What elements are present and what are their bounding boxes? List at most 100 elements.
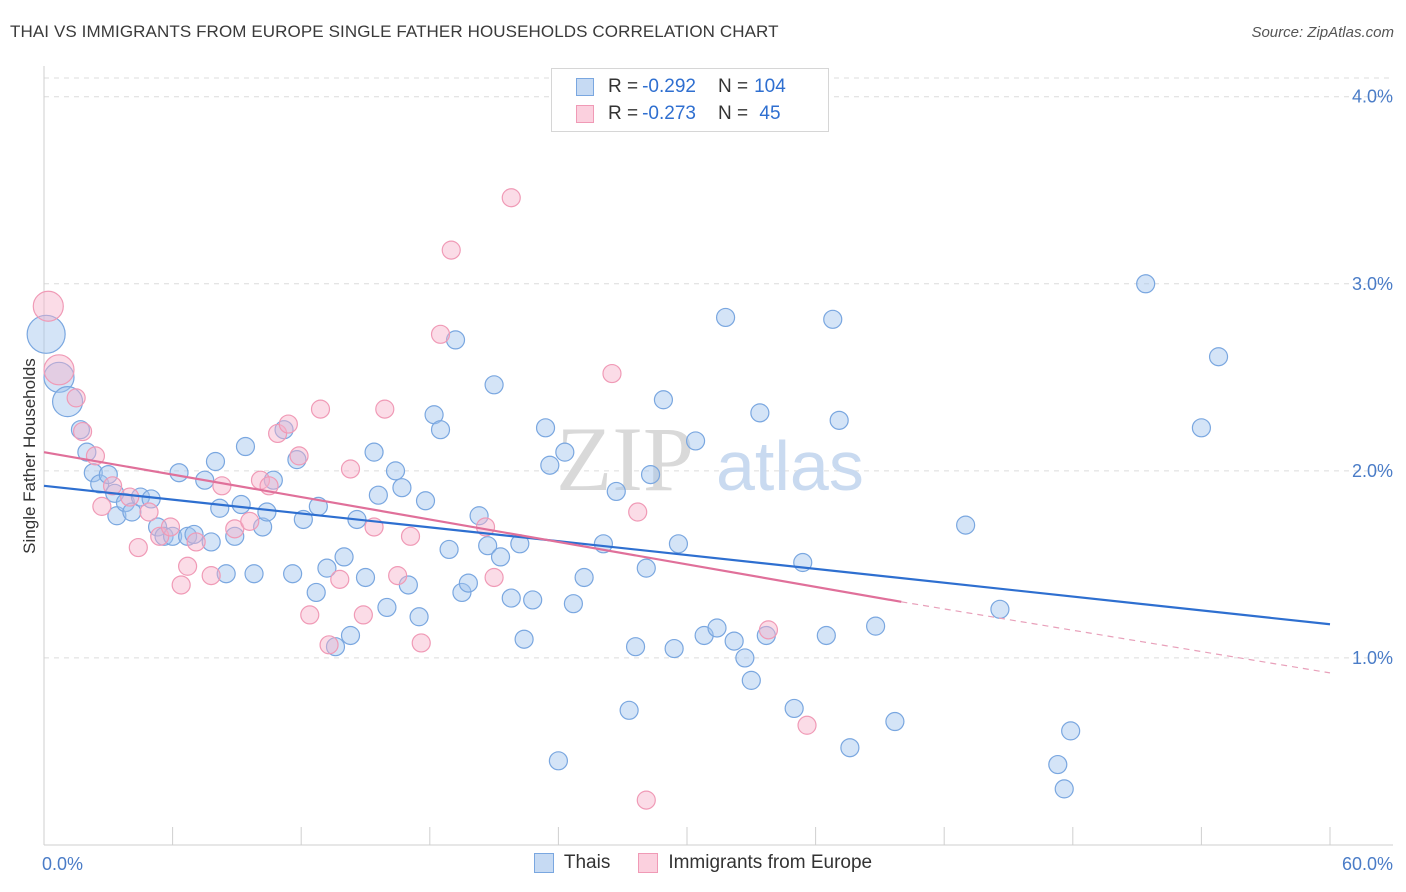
thais-point xyxy=(98,464,118,485)
europe-point xyxy=(319,635,339,655)
thais-point xyxy=(445,330,466,350)
thais-point xyxy=(231,494,251,515)
europe-point xyxy=(501,188,521,208)
europe-point xyxy=(128,537,148,558)
europe-point xyxy=(201,566,221,586)
thais-point xyxy=(283,564,303,584)
thais-point xyxy=(26,314,66,354)
y-tick-label: 2.0% xyxy=(1352,461,1393,481)
thais-point xyxy=(201,532,221,552)
series-label-europe: Immigrants from Europe xyxy=(668,852,873,873)
thais-point xyxy=(574,567,594,588)
series-legend-thais[interactable]: Thais xyxy=(533,852,611,874)
europe-point xyxy=(300,605,320,625)
thais-point xyxy=(306,582,326,603)
thais-point xyxy=(715,307,736,328)
thais-point xyxy=(458,573,478,593)
thais-point xyxy=(385,461,406,481)
thais-point xyxy=(184,524,204,545)
thais-point xyxy=(169,463,189,483)
europe-point xyxy=(289,446,309,466)
legend-row-europe: R = -0.273 N = 45 xyxy=(576,103,781,125)
y-tick-label: 4.0% xyxy=(1352,87,1393,107)
thais-point xyxy=(548,751,569,771)
legend-r-value: -0.273 xyxy=(642,103,696,124)
thais-point xyxy=(741,670,761,690)
thais-point xyxy=(540,455,560,475)
series-legend-europe[interactable]: Immigrants from Europe xyxy=(638,852,872,874)
thais-point xyxy=(1191,418,1212,438)
europe-point xyxy=(636,790,656,810)
europe-point xyxy=(66,388,86,408)
thais-point xyxy=(840,738,860,758)
legend-r-label: R = xyxy=(608,103,639,124)
europe-point xyxy=(102,476,123,496)
europe-points xyxy=(32,188,817,810)
thais-point xyxy=(368,485,388,505)
series-swatch-europe xyxy=(638,853,659,873)
europe-point xyxy=(43,354,75,386)
europe-point xyxy=(797,715,817,735)
thais-point xyxy=(523,590,543,610)
legend-n-label: N = xyxy=(717,103,749,124)
source-credit: Source: ZipAtlas.com xyxy=(1251,24,1394,41)
thais-point xyxy=(636,558,656,578)
europe-point xyxy=(411,633,431,653)
watermark-atlas: atlas xyxy=(716,427,864,505)
thais-point xyxy=(409,607,429,627)
legend-n-value: 45 xyxy=(754,103,781,124)
thais-point xyxy=(535,418,556,438)
thais-point xyxy=(452,582,472,603)
thais-point xyxy=(392,478,412,498)
thais-point xyxy=(469,506,489,526)
thais-point xyxy=(735,648,755,668)
thais-point xyxy=(216,564,236,584)
thais-point xyxy=(355,567,376,588)
europe-point xyxy=(758,620,779,640)
thais-point xyxy=(501,588,521,608)
thais-point xyxy=(83,463,103,483)
europe-point xyxy=(92,496,112,516)
europe-point xyxy=(139,502,159,522)
thais-point xyxy=(685,431,706,451)
y-tick-label: 3.0% xyxy=(1352,274,1393,294)
europe-point xyxy=(353,605,373,625)
europe-point xyxy=(32,290,64,322)
europe-point xyxy=(212,476,232,496)
thais-point xyxy=(377,597,397,618)
thais-point xyxy=(364,442,384,462)
thais-points xyxy=(26,274,1229,799)
legend-r-value: -0.292 xyxy=(642,76,696,97)
thais-point xyxy=(1061,721,1081,741)
thais-point xyxy=(866,616,886,636)
europe-point xyxy=(178,556,198,576)
europe-point xyxy=(186,532,206,552)
thais-point xyxy=(210,498,230,518)
europe-point xyxy=(388,566,408,586)
axes xyxy=(43,66,1393,846)
thais-point xyxy=(415,491,436,511)
series-label-thais: Thais xyxy=(563,852,611,873)
thais-point xyxy=(205,451,226,472)
thais-point xyxy=(664,638,684,659)
thais-point xyxy=(990,599,1010,619)
thais-point xyxy=(724,631,744,651)
europe-point xyxy=(171,575,191,595)
europe-point xyxy=(278,414,298,434)
thais-point xyxy=(563,594,584,614)
thais-point xyxy=(707,618,727,638)
thais-point xyxy=(1054,779,1074,799)
thais-point xyxy=(334,547,354,567)
thais-point xyxy=(484,375,504,395)
thais-point xyxy=(750,403,770,423)
series-legend: Thais Immigrants from Europe xyxy=(0,852,1406,874)
europe-point xyxy=(628,502,648,522)
europe-trend-extension xyxy=(901,601,1331,674)
europe-point xyxy=(375,399,395,419)
thais-point xyxy=(244,564,264,584)
legend-swatch-europe xyxy=(576,105,594,123)
europe-point xyxy=(310,399,331,419)
thais-point xyxy=(606,481,626,502)
legend-swatch-thais xyxy=(576,78,594,96)
